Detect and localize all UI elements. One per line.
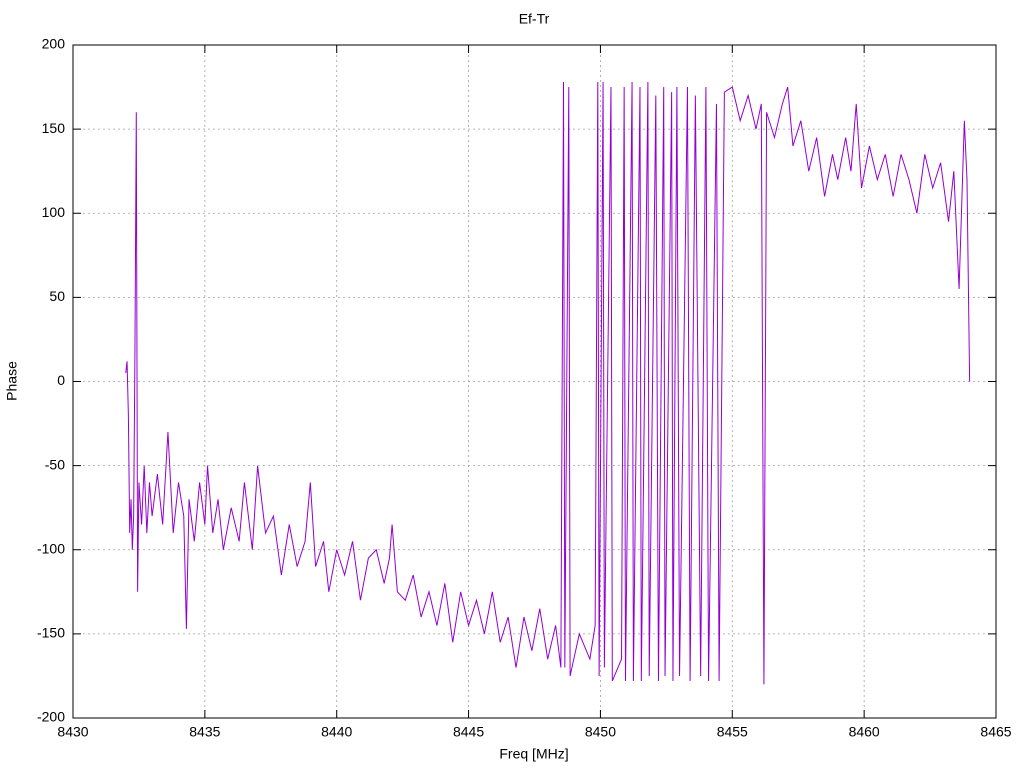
x-tick-label: 8450 [585, 724, 616, 740]
y-tick-label: -50 [45, 456, 65, 472]
data-line [125, 82, 971, 685]
x-tick-label: 8460 [849, 724, 880, 740]
y-tick-label: 0 [57, 372, 65, 388]
y-tick-label: 150 [42, 120, 66, 136]
y-tick-label: 200 [42, 36, 66, 52]
y-tick-label: 100 [42, 204, 66, 220]
x-tick-label: 8445 [453, 724, 484, 740]
x-tick-label: 8440 [321, 724, 352, 740]
x-tick-label: 8430 [57, 724, 88, 740]
x-tick-label: 8435 [189, 724, 220, 740]
y-axis-label: Phase [4, 361, 20, 401]
chart-title: Ef-Tr [519, 11, 550, 27]
plot-border [72, 44, 997, 719]
y-tick-label: -150 [37, 625, 65, 641]
x-tick-label: 8455 [717, 724, 748, 740]
y-tick-label: -200 [37, 709, 65, 725]
y-tick-label: -100 [37, 540, 65, 556]
x-tick-label: 8465 [980, 724, 1011, 740]
y-tick-label: 50 [49, 288, 65, 304]
x-axis-label: Freq [MHz] [499, 746, 568, 762]
